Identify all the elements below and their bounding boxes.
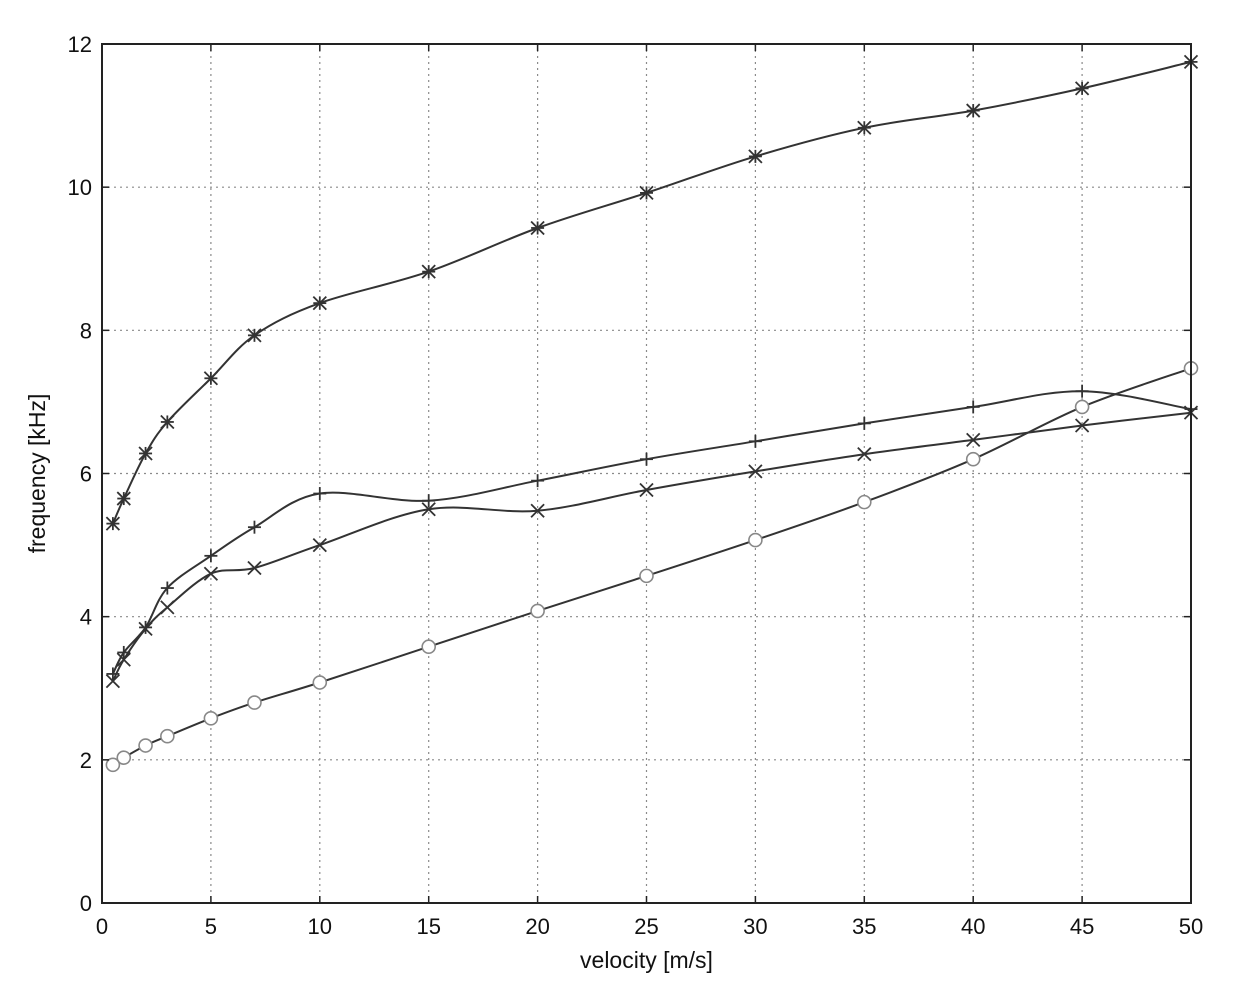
- x-tick-label: 20: [525, 914, 549, 939]
- x-tick-label: 15: [416, 914, 440, 939]
- x-tick-label: 10: [308, 914, 332, 939]
- data-point: [247, 560, 262, 576]
- data-point: [138, 446, 153, 461]
- data-point: [138, 621, 153, 636]
- data-point: [530, 220, 545, 236]
- data-point: [160, 728, 175, 744]
- data-point: [639, 185, 654, 201]
- x-tick-label: 35: [852, 914, 876, 939]
- data-point: [421, 639, 437, 655]
- series-line: [111, 60, 1192, 524]
- data-point: [531, 474, 545, 488]
- data-point: [203, 566, 219, 581]
- data-point: [1074, 418, 1090, 433]
- data-point: [639, 568, 654, 584]
- data-point: [204, 549, 218, 563]
- data-point: [312, 537, 327, 553]
- data-point: [116, 750, 132, 765]
- data-point: [160, 414, 175, 430]
- y-tick-label: 10: [68, 175, 92, 200]
- series-line: [112, 367, 1192, 766]
- data-point: [965, 451, 981, 467]
- data-point: [421, 264, 436, 279]
- data-point: [116, 652, 131, 667]
- y-tick-label: 8: [80, 318, 92, 343]
- data-point: [203, 371, 219, 386]
- data-point: [138, 738, 153, 753]
- data-point: [116, 491, 131, 506]
- series-2: [106, 384, 1198, 681]
- data-point: [530, 503, 545, 518]
- data-point: [203, 711, 219, 726]
- series-line: [112, 390, 1192, 675]
- series-layer: [105, 54, 1199, 773]
- x-tick-label: 25: [634, 914, 658, 939]
- y-tick-label: 4: [80, 605, 92, 630]
- x-tick-label: 50: [1179, 914, 1203, 939]
- data-point: [312, 675, 328, 690]
- data-point: [1074, 399, 1090, 415]
- x-tick-label: 30: [743, 914, 767, 939]
- series-line: [112, 411, 1192, 682]
- data-point: [966, 400, 980, 414]
- y-tick-label: 12: [68, 32, 92, 57]
- data-point: [748, 149, 763, 164]
- x-tick-label: 0: [96, 914, 108, 939]
- data-point: [105, 673, 121, 689]
- data-point: [640, 452, 653, 466]
- data-point: [312, 295, 327, 311]
- data-point: [857, 120, 872, 135]
- x-tick-label: 40: [961, 914, 985, 939]
- data-point: [1074, 81, 1090, 96]
- data-point: [748, 464, 763, 479]
- series-3: [105, 405, 1199, 689]
- data-point: [160, 581, 174, 595]
- data-point: [247, 520, 261, 534]
- grid: [102, 44, 1191, 903]
- x-axis-label: velocity [m/s]: [580, 947, 713, 973]
- ticks: 0 5 10 15 20 25 30 35 40 45 50 0 2 4 6 8 10 12: [68, 32, 1204, 939]
- data-point: [639, 482, 654, 498]
- series-1: [105, 54, 1199, 531]
- data-point: [313, 487, 327, 501]
- x-tick-label: 45: [1070, 914, 1094, 939]
- data-point: [857, 447, 872, 462]
- data-point: [748, 532, 763, 548]
- data-point: [966, 103, 981, 118]
- data-point: [160, 600, 175, 615]
- data-point: [748, 434, 762, 448]
- y-axis-label: frequency [kHz]: [24, 394, 50, 554]
- data-point: [105, 516, 121, 531]
- series-4: [105, 360, 1199, 773]
- data-point: [247, 695, 262, 710]
- data-point: [530, 603, 545, 619]
- data-point: [856, 494, 872, 510]
- data-point: [422, 494, 436, 508]
- y-tick-label: 0: [80, 891, 92, 916]
- y-tick-label: 6: [80, 462, 92, 487]
- data-point: [105, 757, 121, 773]
- data-point: [421, 502, 436, 517]
- data-point: [966, 432, 981, 447]
- x-tick-label: 5: [205, 914, 217, 939]
- data-point: [1075, 384, 1089, 398]
- y-tick-label: 2: [80, 748, 92, 773]
- data-point: [247, 328, 262, 343]
- data-point: [857, 416, 871, 430]
